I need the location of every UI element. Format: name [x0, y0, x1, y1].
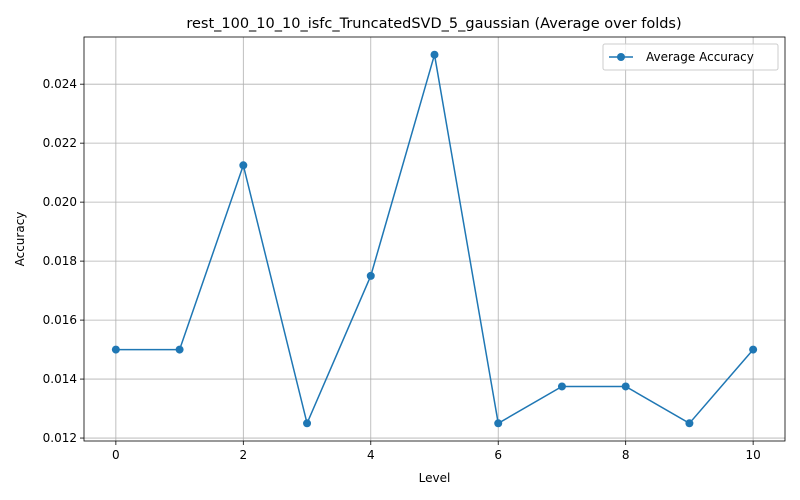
- y-tick-label: 0.016: [43, 313, 77, 327]
- plot-area: [84, 37, 785, 441]
- chart-title: rest_100_10_10_isfc_TruncatedSVD_5_gauss…: [186, 16, 681, 32]
- x-tick-label: 4: [367, 448, 375, 462]
- data-point: [621, 382, 630, 391]
- y-tick-label: 0.018: [43, 254, 77, 268]
- data-point: [685, 419, 694, 428]
- y-tick-label: 0.020: [43, 195, 77, 209]
- x-tick-label: 8: [622, 448, 630, 462]
- data-point: [111, 345, 120, 354]
- data-point: [749, 345, 758, 354]
- x-axis-label: Level: [419, 471, 451, 485]
- axes-frame: [83, 36, 786, 442]
- data-point: [175, 345, 184, 354]
- data-point: [239, 161, 248, 170]
- y-tick-label: 0.022: [43, 136, 77, 150]
- x-tick-label: 2: [239, 448, 247, 462]
- data-point: [366, 271, 375, 280]
- x-tick-label: 0: [112, 448, 120, 462]
- legend-entry-average-accuracy: Average Accuracy: [646, 50, 754, 64]
- y-tick-label: 0.014: [43, 372, 77, 386]
- data-point: [430, 50, 439, 59]
- x-tick-label: 6: [494, 448, 502, 462]
- grid-lines: [84, 37, 785, 441]
- data-point: [557, 382, 566, 391]
- legend: Average Accuracy: [602, 43, 779, 71]
- legend-marker: [617, 53, 625, 61]
- axis-ticks: 0 2 4 6 8 10 0.012 0.014 0.016 0.018 0.020 0.022 0.0…: [43, 77, 761, 462]
- y-tick-label: 0.012: [43, 431, 77, 445]
- legend-box: [602, 43, 779, 71]
- x-tick-label: 10: [745, 448, 760, 462]
- data-point: [494, 419, 503, 428]
- y-tick-label: 0.024: [43, 77, 77, 91]
- y-axis-label: Accuracy: [13, 212, 27, 267]
- series-points: [111, 50, 758, 428]
- data-point: [303, 419, 312, 428]
